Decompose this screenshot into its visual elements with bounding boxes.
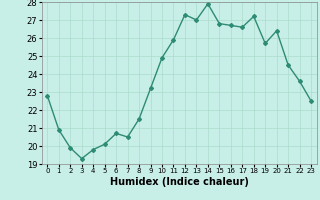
- X-axis label: Humidex (Indice chaleur): Humidex (Indice chaleur): [110, 177, 249, 187]
